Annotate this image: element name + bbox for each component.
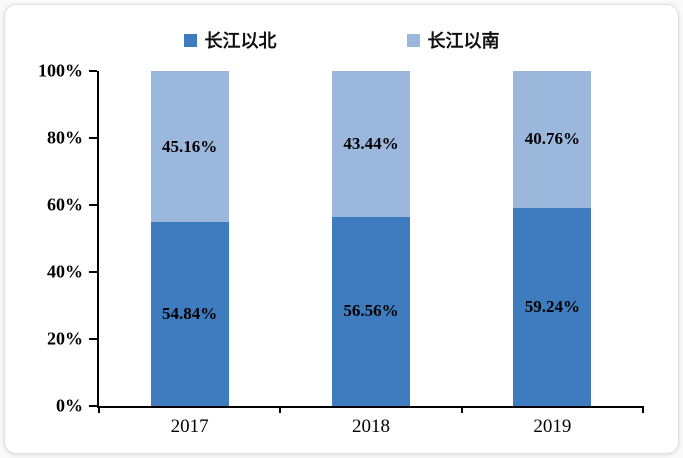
bar-segment-south: 43.44% xyxy=(331,71,410,217)
legend-swatch xyxy=(183,33,197,47)
y-axis-tick xyxy=(89,137,97,139)
legend-label-south: 长江以南 xyxy=(427,31,500,51)
y-axis-tick xyxy=(89,338,97,340)
category-slot: 43.44% 56.56% 2018 xyxy=(280,71,461,437)
x-axis-tick xyxy=(642,406,644,413)
y-axis-tick xyxy=(89,271,97,273)
x-axis-tick xyxy=(460,406,463,413)
legend-swatch xyxy=(406,33,420,47)
value-label: 54.84% xyxy=(162,304,218,324)
chart-card: 长江以北 长江以南 0% 20% 40% 60% 80% 100% 45.16% 54.84%… xyxy=(4,4,679,454)
value-label: 45.16% xyxy=(162,136,218,156)
bar-segment-north: 56.56% xyxy=(331,216,410,406)
plot-area: 0% 20% 40% 60% 80% 100% 45.16% 54.84% 2017 43.44%… xyxy=(38,61,644,437)
value-label: 56.56% xyxy=(343,301,399,321)
x-axis-label: 2017 xyxy=(170,416,209,437)
stacked-bar: 43.44% 56.56% xyxy=(331,71,410,406)
category-slot: 40.76% 59.24% 2019 xyxy=(462,71,643,437)
legend-item-north: 长江以北 xyxy=(183,27,277,53)
legend-item-south: 长江以南 xyxy=(406,27,500,53)
legend: 长江以北 长江以南 xyxy=(5,27,678,53)
y-axis-label: 60% xyxy=(47,194,83,215)
category-slot: 45.16% 54.84% 2017 xyxy=(99,71,280,437)
value-label: 40.76% xyxy=(524,129,580,149)
stacked-bar: 45.16% 54.84% xyxy=(150,71,229,406)
y-axis-tick xyxy=(89,405,97,407)
x-axis-label: 2019 xyxy=(533,416,572,437)
value-label: 59.24% xyxy=(524,296,580,316)
y-axis-label: 0% xyxy=(56,395,83,416)
y-axis-tick xyxy=(89,204,97,206)
legend-label-north: 长江以北 xyxy=(204,31,277,51)
bar-segment-south: 40.76% xyxy=(513,71,592,208)
stacked-bar: 40.76% 59.24% xyxy=(513,71,592,406)
x-axis-label: 2018 xyxy=(351,416,390,437)
y-axis-label: 20% xyxy=(47,328,83,349)
x-axis-tick xyxy=(98,406,100,413)
bar-segment-south: 45.16% xyxy=(150,71,229,223)
value-label: 43.44% xyxy=(343,133,399,153)
y-axis-label: 40% xyxy=(47,261,83,282)
y-axis-tick xyxy=(89,70,97,72)
x-axis-tick xyxy=(279,406,282,413)
bar-segment-north: 59.24% xyxy=(513,207,592,406)
y-axis-label: 80% xyxy=(47,127,83,148)
y-axis-label: 100% xyxy=(38,60,83,81)
bar-segment-north: 54.84% xyxy=(150,222,229,406)
